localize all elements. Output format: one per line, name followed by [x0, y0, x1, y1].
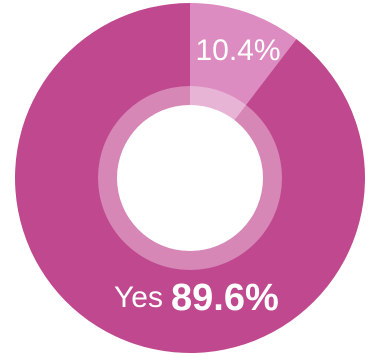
donut-hole [117, 105, 263, 251]
category-label: Yes [114, 281, 163, 314]
value-label: 10.4% [195, 34, 280, 67]
value-label: 89.6% [171, 277, 279, 319]
